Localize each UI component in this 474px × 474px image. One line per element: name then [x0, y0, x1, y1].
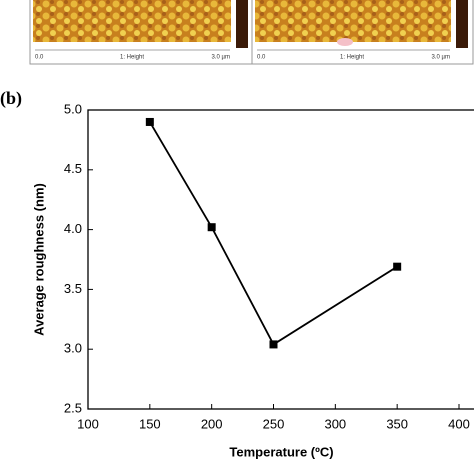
x-tick-label: 250	[263, 416, 285, 431]
y-tick-label: 2.5	[64, 400, 82, 415]
panel-label: (b)	[0, 88, 22, 109]
y-tick-label: 5.0	[64, 101, 82, 116]
afm-feature	[337, 38, 353, 46]
y-tick-label: 4.0	[64, 221, 82, 236]
x-tick-label: 350	[386, 416, 408, 431]
marker	[269, 340, 278, 349]
colorbar	[236, 0, 248, 48]
afm-panel-right: 0.0 1: Height 3.0 µm	[251, 0, 474, 65]
marker	[207, 223, 216, 232]
scale-start: 0.0	[35, 55, 44, 61]
x-tick-label: 200	[201, 416, 223, 431]
y-tick-label: 3.0	[64, 341, 82, 356]
marker	[145, 117, 154, 126]
channel-label: 1: Height	[340, 55, 364, 61]
x-tick-label: 300	[324, 416, 346, 431]
x-tick-label: 400	[448, 416, 470, 431]
x-axis-label: Temperature (ºC)	[229, 444, 333, 459]
scale-end: 3.0 µm	[432, 55, 450, 61]
afm-image	[33, 0, 231, 42]
afm-image	[255, 0, 451, 42]
plot-frame	[87, 109, 474, 410]
scale-start: 0.0	[257, 55, 266, 61]
afm-panel-left: 0.0 1: Height 3.0 µm	[29, 0, 253, 65]
y-tick-label: 4.5	[64, 161, 82, 176]
line	[149, 121, 398, 346]
y-tick-label: 3.5	[64, 281, 82, 296]
x-tick-label: 150	[139, 416, 161, 431]
y-axis-label: Average roughness (nm)	[31, 183, 46, 336]
scale-end: 3.0 µm	[212, 55, 230, 61]
x-tick-label: 100	[77, 416, 99, 431]
marker	[393, 262, 402, 271]
colorbar	[456, 0, 468, 48]
channel-label: 1: Height	[120, 55, 144, 61]
